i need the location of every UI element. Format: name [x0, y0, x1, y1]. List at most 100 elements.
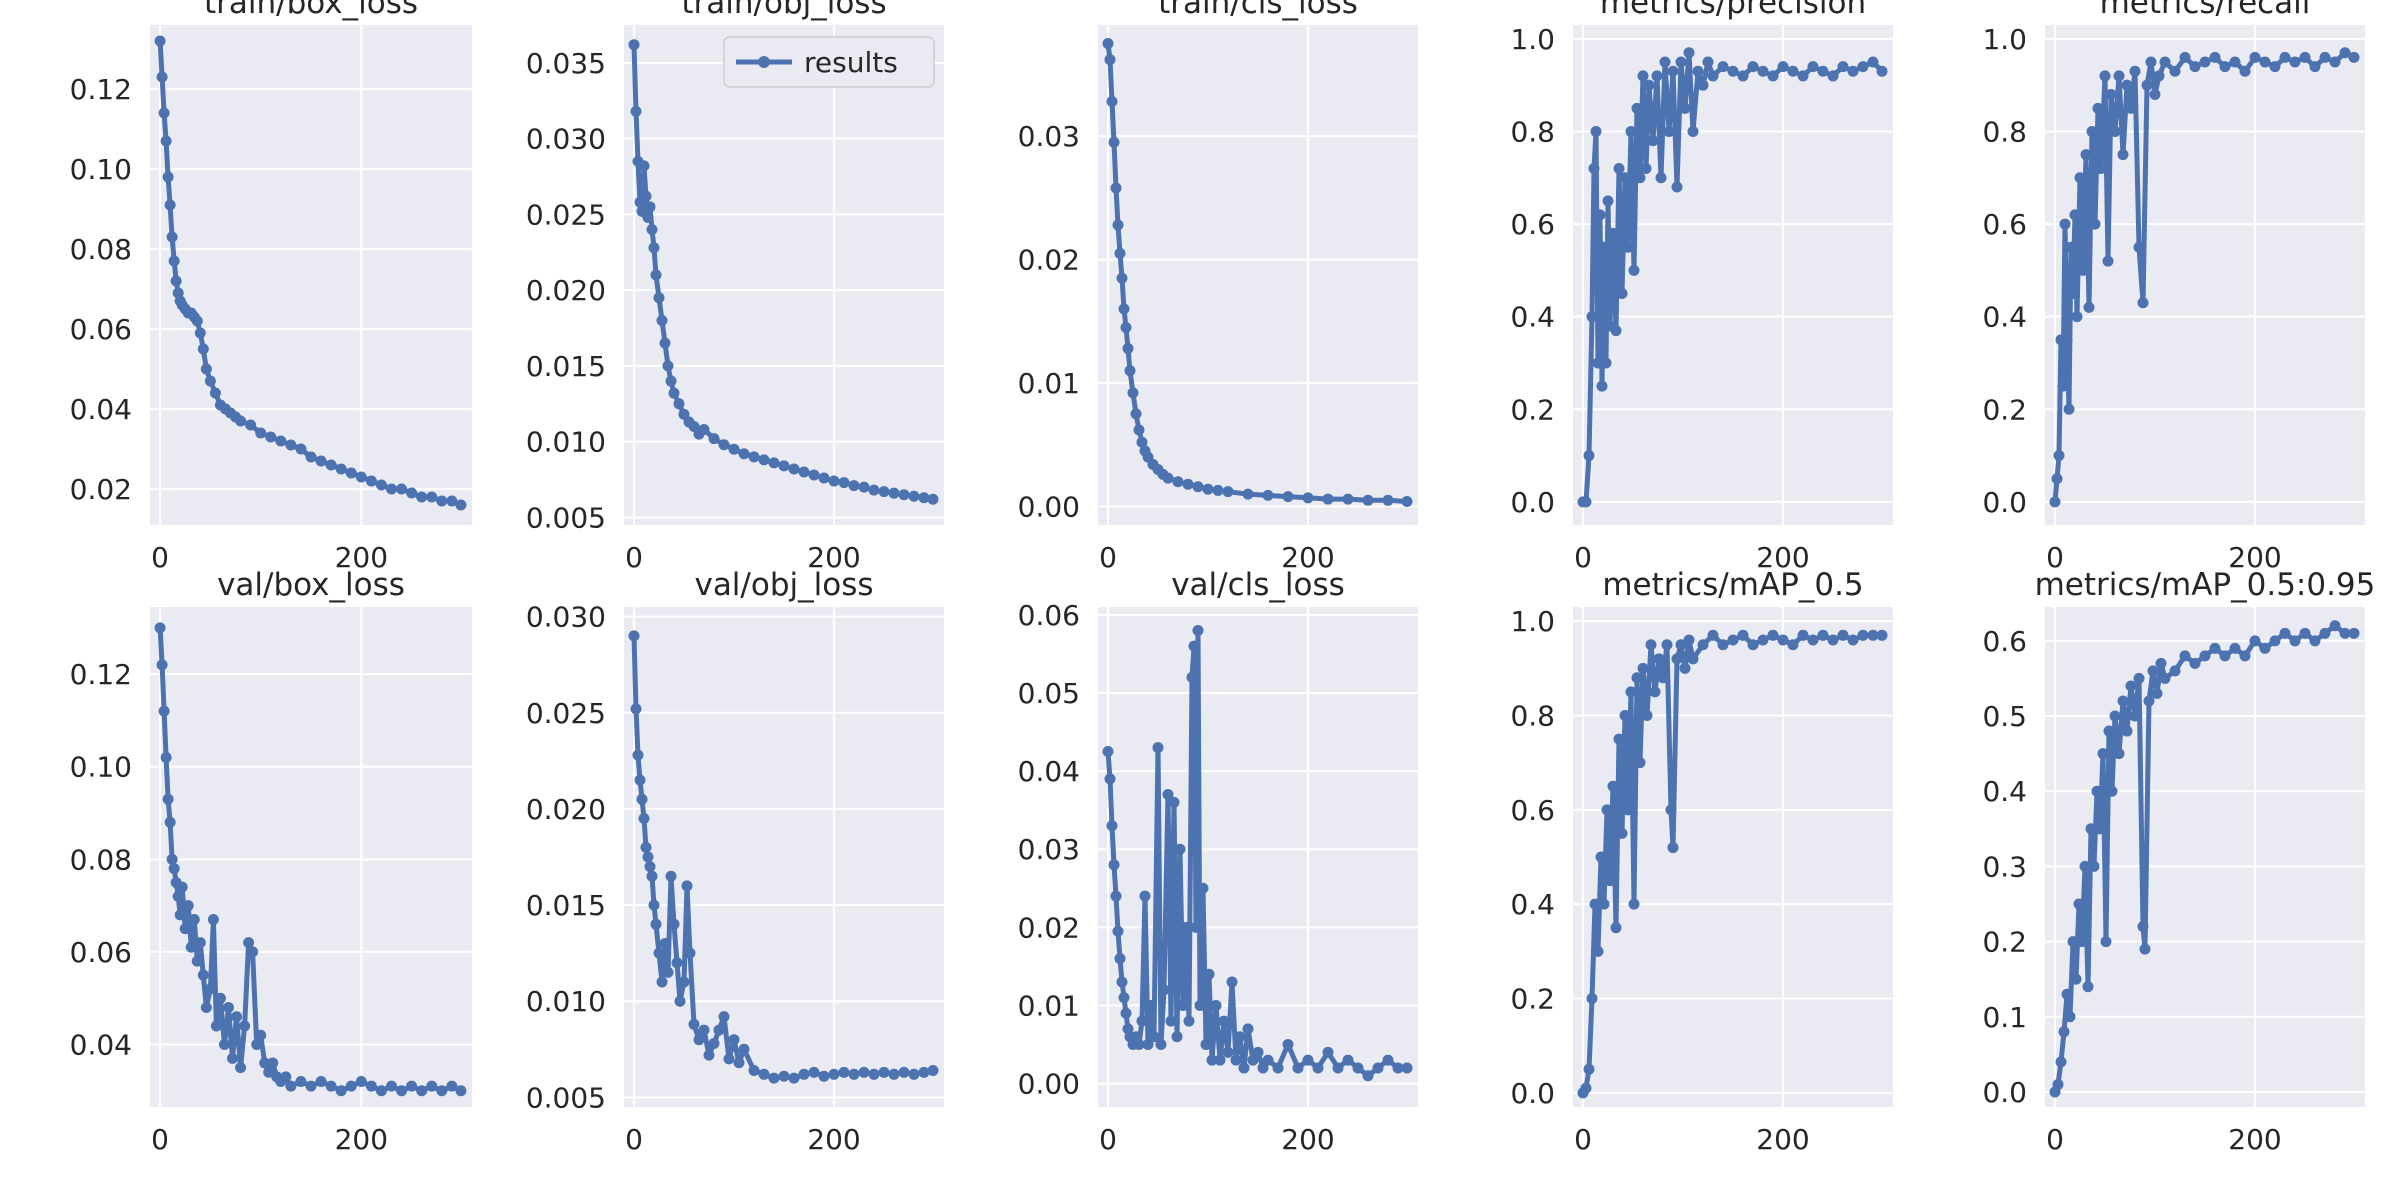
data-point	[2065, 241, 2077, 253]
data-point	[2102, 255, 2114, 267]
data-point	[1702, 56, 1714, 68]
data-point	[868, 484, 880, 496]
data-point	[295, 443, 307, 455]
data-point	[1401, 1062, 1413, 1074]
data-point	[2239, 65, 2251, 77]
y-tick-label: 0.8	[1510, 115, 1555, 148]
data-point	[1867, 629, 1879, 641]
data-point	[1186, 671, 1198, 683]
data-point	[209, 387, 221, 399]
data-point	[1777, 61, 1789, 73]
data-point	[1139, 890, 1151, 902]
y-tick-label: 0.10	[70, 751, 132, 784]
data-point	[204, 375, 216, 387]
x-tick-label: 200	[1281, 1123, 1334, 1156]
y-tick-label: 0.8	[1982, 115, 2027, 148]
data-point	[315, 1076, 327, 1088]
data-point	[1616, 288, 1628, 300]
plot-background	[1573, 607, 1893, 1107]
y-tick-label: 0.015	[526, 350, 606, 383]
data-point	[927, 493, 939, 505]
data-point	[1622, 241, 1634, 253]
data-point	[728, 1034, 740, 1046]
data-point	[1392, 1062, 1404, 1074]
data-point	[2067, 288, 2079, 300]
data-point	[738, 1043, 750, 1055]
y-tick-label: 0.6	[1510, 794, 1555, 827]
data-point	[758, 454, 770, 466]
y-tick-label: 0.06	[70, 936, 132, 969]
data-point	[708, 433, 720, 445]
data-point	[1180, 921, 1192, 933]
data-point	[2049, 496, 2061, 508]
y-tick-label: 0.6	[1982, 625, 2027, 658]
data-point	[1797, 70, 1809, 82]
data-point	[808, 469, 820, 481]
data-point	[1372, 1062, 1384, 1074]
data-point	[166, 853, 178, 865]
series-line	[1583, 50, 1884, 505]
plot-background	[150, 607, 472, 1107]
data-point	[768, 457, 780, 469]
data-point	[2094, 823, 2106, 835]
data-point	[2088, 860, 2100, 872]
panel-8: metrics/mAP_0.5 0.0 0.2 0.4 0.6 0.8 1.0 0 200	[1510, 567, 1893, 1156]
data-point	[2155, 657, 2167, 669]
data-point	[1332, 1062, 1344, 1074]
data-point	[1108, 859, 1120, 871]
data-point	[828, 475, 840, 487]
data-point	[1631, 102, 1643, 114]
data-point	[1661, 639, 1673, 651]
data-point	[2125, 680, 2137, 692]
data-point	[1214, 1054, 1226, 1066]
data-point	[671, 957, 683, 969]
data-point	[818, 1070, 830, 1082]
data-point	[1116, 976, 1128, 988]
data-point	[1148, 1031, 1160, 1043]
data-point	[2125, 102, 2137, 114]
data-point	[1589, 898, 1601, 910]
data-point	[2059, 218, 2071, 230]
data-point	[1707, 70, 1719, 82]
data-point	[455, 1085, 467, 1097]
data-point	[878, 1066, 890, 1078]
data-point	[1238, 1062, 1250, 1074]
data-point	[1118, 303, 1130, 315]
data-point	[1106, 96, 1118, 108]
data-point	[1171, 1031, 1183, 1043]
data-point	[2137, 297, 2149, 309]
data-point	[375, 479, 387, 491]
data-point	[1262, 1054, 1274, 1066]
data-point	[2159, 56, 2171, 68]
data-point	[630, 703, 642, 715]
data-point	[1598, 898, 1610, 910]
data-point	[2103, 725, 2115, 737]
data-point	[207, 914, 219, 925]
data-point	[2299, 627, 2311, 639]
data-point	[688, 1018, 700, 1030]
y-tick-label: 0.10	[70, 153, 132, 186]
data-point	[1594, 209, 1606, 221]
data-point	[748, 451, 760, 463]
y-tick-label: 0.8	[1510, 699, 1555, 732]
data-point	[2092, 102, 2104, 114]
data-point	[1647, 135, 1659, 147]
data-point	[2095, 163, 2107, 175]
data-point	[160, 135, 172, 147]
data-point	[1586, 311, 1598, 323]
data-point	[2239, 650, 2251, 662]
data-point	[653, 292, 665, 304]
data-point	[898, 489, 910, 501]
data-point	[2086, 125, 2098, 137]
data-point	[1747, 61, 1759, 73]
x-tick-label: 200	[2228, 541, 2281, 574]
data-point	[1625, 125, 1637, 137]
data-point	[636, 793, 648, 805]
data-point	[1592, 945, 1604, 957]
data-point	[168, 863, 180, 875]
data-point	[335, 463, 347, 475]
data-point	[1302, 1054, 1314, 1066]
data-point	[1857, 61, 1869, 73]
data-point	[1322, 493, 1334, 505]
data-point	[185, 941, 197, 953]
